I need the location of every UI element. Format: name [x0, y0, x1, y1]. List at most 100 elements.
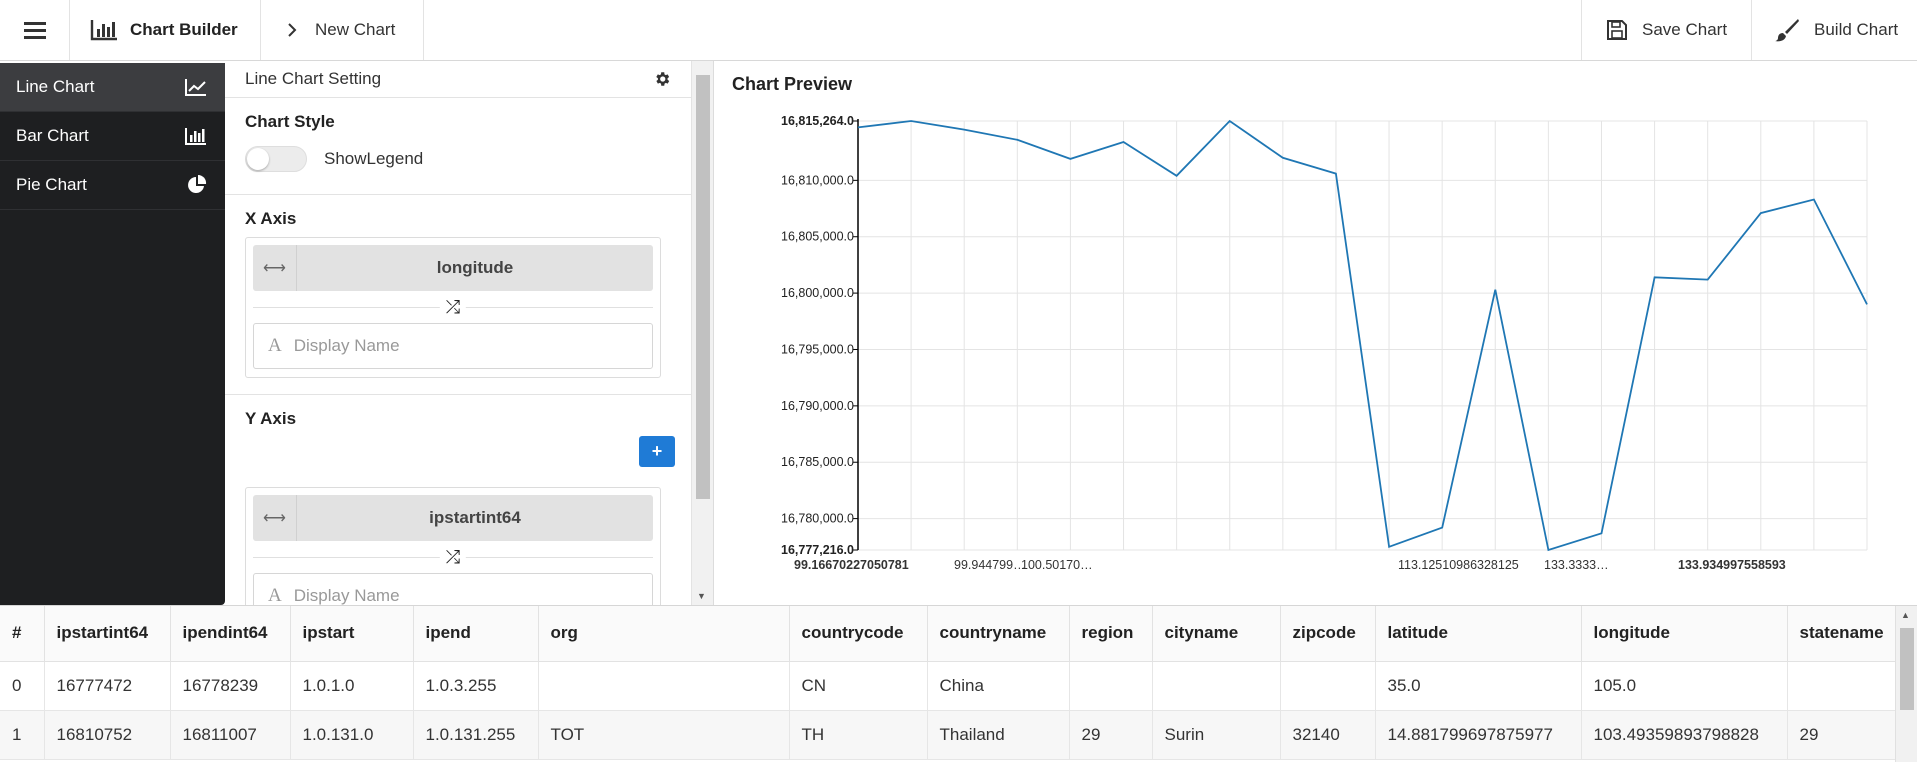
- drag-handle-icon[interactable]: ⟷: [253, 495, 297, 541]
- breadcrumb[interactable]: New Chart: [261, 0, 424, 60]
- column-header[interactable]: region: [1069, 606, 1153, 662]
- x-tick-label: 99.16670227050781: [794, 558, 909, 572]
- column-header[interactable]: longitude: [1581, 606, 1788, 662]
- column-header[interactable]: ipend: [413, 606, 539, 662]
- table-cell: 0: [0, 661, 45, 711]
- swap-axes-icon[interactable]: ⤮: [439, 545, 467, 569]
- swap-row: ⤮: [253, 291, 653, 323]
- show-legend-label: ShowLegend: [324, 149, 424, 168]
- show-legend-toggle[interactable]: [245, 146, 307, 172]
- divider: [225, 394, 691, 395]
- y-tick-label: 16,777,216.0: [781, 543, 854, 557]
- table-header-row: # ipstartint64 ipendint64 ipstart ipend …: [0, 606, 1898, 662]
- x-tick-label: 133.3333…: [1544, 558, 1609, 572]
- chart-type-nav: Line Chart Bar Chart Pie Chart: [0, 63, 233, 605]
- top-bar: Chart Builder New Chart Save Chart Build…: [0, 0, 1917, 61]
- drag-handle-icon[interactable]: ⟷: [253, 245, 297, 291]
- pie-chart-icon: [188, 175, 207, 193]
- y-axis-card: ⟷ ipstartint64 ⤮ A Display Name: [245, 487, 661, 605]
- table-cell: 1.0.131.255: [413, 710, 539, 760]
- column-header[interactable]: ipstartint64: [44, 606, 171, 662]
- column-header[interactable]: statename: [1787, 606, 1898, 662]
- table-cell: [1787, 661, 1898, 711]
- bar-chart-icon: [185, 128, 206, 145]
- add-y-axis-button[interactable]: +: [639, 436, 675, 467]
- line-chart-icon: [185, 79, 206, 96]
- column-header[interactable]: ipstart: [290, 606, 414, 662]
- table-cell: 1: [0, 710, 45, 760]
- table-cell: Thailand: [927, 710, 1070, 760]
- table-cell: 1.0.1.0: [290, 661, 414, 711]
- hamburger-icon: [23, 22, 46, 39]
- table-cell: TH: [789, 710, 928, 760]
- table-cell: 105.0: [1581, 661, 1788, 711]
- menu-button[interactable]: [0, 0, 70, 60]
- column-header[interactable]: countrycode: [789, 606, 928, 662]
- x-tick-label: 100.50170…: [1021, 558, 1093, 572]
- x-tick-label: 113.12510986328125: [1398, 558, 1519, 572]
- toggle-knob: [247, 148, 269, 170]
- table-scrollbar[interactable]: ▲: [1895, 606, 1917, 762]
- scrollbar-thumb[interactable]: [1900, 628, 1914, 710]
- nav-item-label: Pie Chart: [16, 175, 87, 194]
- table-cell: 1.0.3.255: [413, 661, 539, 711]
- build-chart-button[interactable]: Build Chart: [1751, 0, 1917, 60]
- y-axis-display-placeholder: Display Name: [293, 586, 400, 605]
- table-cell: [1280, 661, 1376, 711]
- settings-scrollbar[interactable]: ▼: [691, 61, 713, 605]
- x-axis-field[interactable]: ⟷ longitude: [253, 245, 653, 291]
- save-chart-button[interactable]: Save Chart: [1581, 0, 1751, 60]
- column-header[interactable]: #: [0, 606, 45, 662]
- table-cell: 29: [1787, 710, 1898, 760]
- bar-chart-icon: [90, 20, 117, 41]
- y-axis-display-name-input[interactable]: A Display Name: [253, 573, 653, 605]
- font-icon: A: [268, 585, 282, 605]
- nav-item-bar-chart[interactable]: Bar Chart: [0, 112, 225, 161]
- table-cell: 16810752: [44, 710, 171, 760]
- table-cell: Surin: [1152, 710, 1281, 760]
- scroll-down-icon[interactable]: ▼: [697, 591, 706, 601]
- column-header[interactable]: latitude: [1375, 606, 1582, 662]
- table-row[interactable]: 1 16810752 16811007 1.0.131.0 1.0.131.25…: [0, 710, 1898, 760]
- table-cell: 103.49359893798828: [1581, 710, 1788, 760]
- table-cell: 14.881799697875977: [1375, 710, 1582, 760]
- x-tick-label: 99.944799…: [954, 558, 1026, 572]
- series-line: [857, 119, 1868, 552]
- settings-title: Line Chart Setting: [245, 69, 382, 88]
- line-chart: 16,815,264.0 16,810,000.0 16,805,000.0 16,8…: [781, 114, 1868, 572]
- table-cell: 1.0.131.0: [290, 710, 414, 760]
- scroll-up-icon[interactable]: ▲: [1901, 610, 1910, 620]
- scrollbar-thumb[interactable]: [696, 75, 710, 499]
- nav-item-line-chart[interactable]: Line Chart: [0, 63, 233, 112]
- nav-item-pie-chart[interactable]: Pie Chart: [0, 161, 225, 210]
- column-header[interactable]: cityname: [1152, 606, 1281, 662]
- table-row[interactable]: 0 16777472 16778239 1.0.1.0 1.0.3.255 CN…: [0, 661, 1898, 711]
- column-header[interactable]: countryname: [927, 606, 1070, 662]
- data-table: # ipstartint64 ipendint64 ipstart ipend …: [0, 605, 1917, 762]
- nav-item-label: Bar Chart: [16, 126, 89, 145]
- x-axis-display-placeholder: Display Name: [293, 336, 400, 355]
- x-axis-display-name-input[interactable]: A Display Name: [253, 323, 653, 369]
- breadcrumb-label: New Chart: [315, 20, 396, 39]
- y-tick-label: 16,805,000.0: [781, 230, 854, 244]
- swap-axes-icon[interactable]: ⤮: [439, 295, 467, 319]
- settings-header: Line Chart Setting: [225, 61, 691, 98]
- settings-panel: Line Chart Setting Chart Style ShowLegen…: [225, 61, 691, 605]
- show-legend-row: ShowLegend: [225, 146, 691, 172]
- column-header[interactable]: org: [538, 606, 790, 662]
- table-cell: 16777472: [44, 661, 171, 711]
- y-tick-label: 16,815,264.0: [781, 114, 854, 128]
- paint-brush-icon: [1775, 19, 1799, 42]
- x-tick-label: 133.934997558593: [1678, 558, 1786, 572]
- build-chart-label: Build Chart: [1814, 20, 1899, 39]
- y-axis-field[interactable]: ⟷ ipstartint64: [253, 495, 653, 541]
- column-header[interactable]: zipcode: [1280, 606, 1376, 662]
- font-icon: A: [268, 335, 282, 356]
- column-header[interactable]: ipendint64: [170, 606, 291, 662]
- chevron-right-icon: [288, 23, 297, 37]
- x-axis-title: X Axis: [245, 209, 297, 228]
- brand[interactable]: Chart Builder: [70, 0, 261, 60]
- gear-icon[interactable]: [653, 70, 671, 88]
- table-cell: 35.0: [1375, 661, 1582, 711]
- table-cell: 16811007: [170, 710, 291, 760]
